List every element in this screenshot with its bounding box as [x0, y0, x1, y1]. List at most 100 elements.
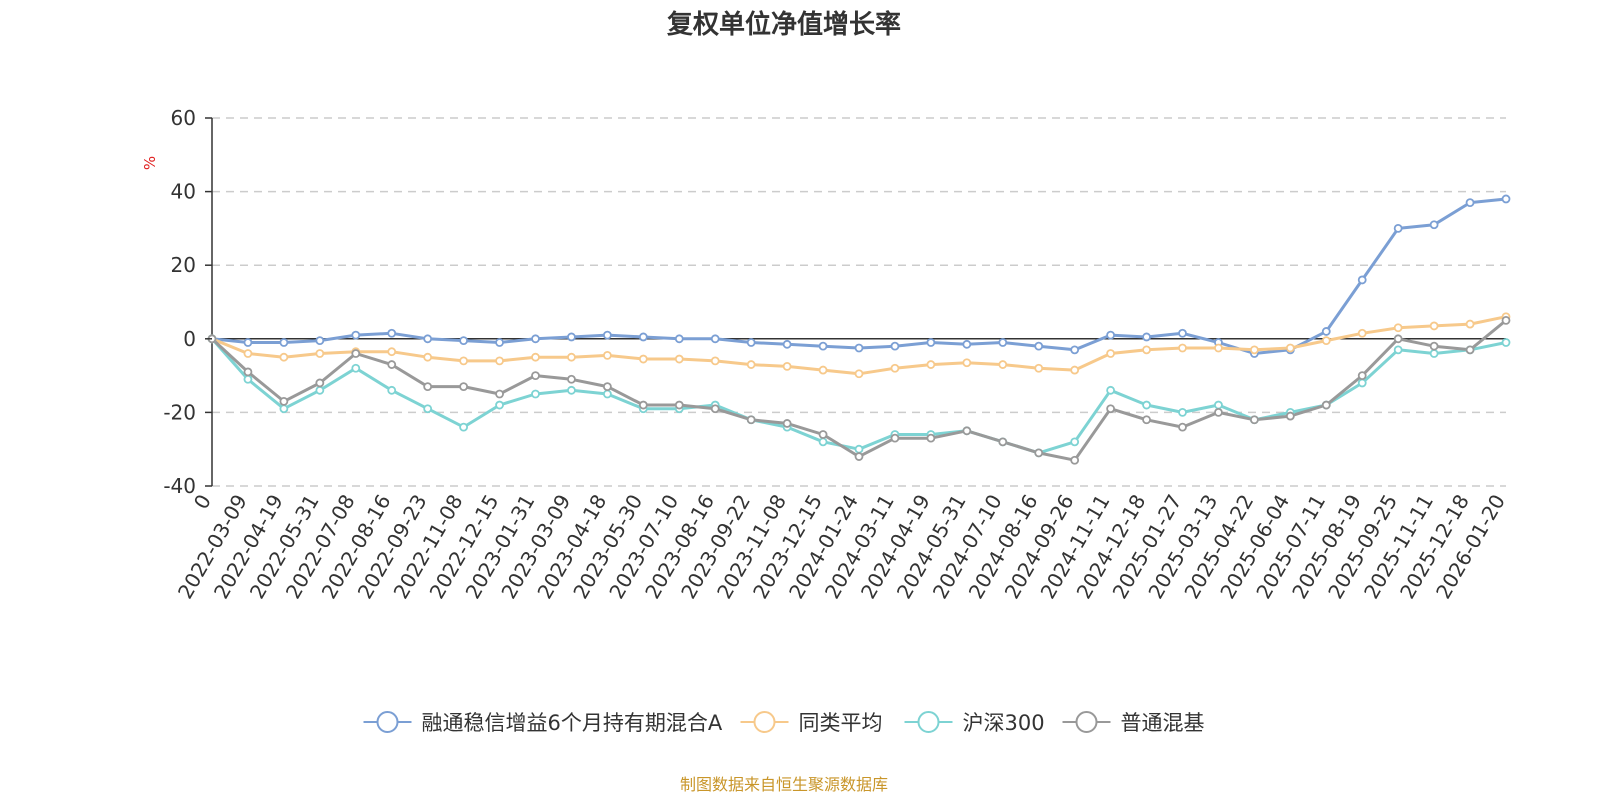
data-point: [1321, 336, 1331, 346]
data-point: [638, 400, 648, 410]
data-point: [1393, 345, 1403, 355]
series-lines: [207, 194, 1511, 465]
data-point: [1393, 323, 1403, 333]
data-point: [746, 338, 756, 347]
data-point: [674, 354, 684, 364]
legend-marker: [376, 711, 399, 733]
data-point: [531, 352, 540, 362]
data-point: [1214, 407, 1223, 417]
data-point: [1142, 332, 1151, 342]
data-point: [1142, 345, 1151, 355]
legend-item-2[interactable]: 沪深300: [904, 711, 1045, 735]
data-point: [351, 349, 361, 358]
data-point: [1429, 349, 1439, 358]
data-point: [746, 360, 756, 369]
data-source-note: 制图数据来自恒生聚源数据库: [680, 775, 888, 794]
data-point: [315, 336, 325, 346]
data-point: [495, 338, 504, 347]
series-line-2: [210, 337, 1507, 455]
data-point: [782, 339, 792, 349]
data-point: [1465, 319, 1475, 329]
data-point: [351, 363, 361, 373]
data-point: [315, 349, 325, 358]
data-point: [459, 356, 469, 366]
y-tick-label: -20: [163, 400, 196, 424]
data-point: [1357, 328, 1367, 338]
data-point: [1465, 345, 1475, 355]
y-tick-label: 40: [171, 180, 196, 204]
data-point: [567, 332, 576, 342]
data-point: [387, 385, 397, 395]
data-point: [423, 382, 433, 392]
data-point: [890, 363, 900, 373]
data-point: [1501, 338, 1511, 347]
legend-item-0[interactable]: 融通稳信增益6个月持有期混合A: [363, 711, 723, 735]
data-point: [710, 356, 720, 366]
data-point: [602, 389, 612, 399]
data-point: [998, 338, 1008, 347]
data-point: [495, 400, 504, 410]
data-point: [459, 336, 469, 346]
y-tick-label: 20: [171, 253, 196, 277]
data-point: [1249, 415, 1259, 425]
legend-marker: [753, 711, 776, 733]
data-point: [854, 444, 864, 454]
data-point: [1285, 411, 1295, 421]
legend-marker: [917, 711, 940, 733]
data-point: [674, 400, 684, 410]
data-point: [638, 354, 648, 364]
data-point: [423, 334, 433, 344]
data-point: [710, 404, 720, 414]
data-point: [1249, 345, 1259, 355]
data-point: [998, 437, 1008, 447]
data-point: [1357, 371, 1367, 381]
legend-item-1[interactable]: 同类平均: [740, 711, 883, 735]
data-point: [926, 338, 936, 347]
data-point: [1357, 378, 1367, 388]
data-point: [243, 374, 253, 384]
data-point: [1214, 343, 1223, 353]
data-point: [1106, 330, 1116, 340]
data-point: [962, 339, 972, 349]
data-point: [926, 433, 936, 443]
data-point: [1178, 343, 1187, 353]
data-point: [279, 404, 289, 414]
data-point: [1465, 198, 1475, 208]
legend-marker: [1075, 711, 1098, 733]
data-point: [854, 452, 864, 461]
legend-label: 同类平均: [799, 711, 883, 735]
data-point: [243, 338, 253, 347]
series-line-0: [211, 197, 1507, 355]
data-point: [351, 330, 361, 340]
data-point: [531, 389, 540, 399]
grid-lines: [212, 117, 1506, 487]
data-point: [818, 365, 828, 375]
axes: [211, 118, 1506, 486]
data-point: [1321, 327, 1331, 336]
legend-label: 融通稳信增益6个月持有期混合A: [422, 711, 723, 735]
legend-item-3[interactable]: 普通混基: [1062, 711, 1205, 735]
data-point: [746, 415, 756, 425]
data-point: [1429, 220, 1439, 230]
data-point: [1142, 400, 1151, 410]
data-point: [387, 360, 397, 369]
data-point: [1106, 349, 1116, 358]
data-point: [495, 356, 504, 366]
data-point: [567, 352, 576, 362]
data-point: [998, 360, 1008, 369]
data-point: [1034, 363, 1044, 373]
data-point: [1142, 415, 1151, 425]
data-point: [1034, 341, 1044, 351]
y-axis-unit: %: [141, 156, 159, 170]
data-point: [1501, 315, 1511, 325]
x-axis-ticks: 02022-03-092022-04-192022-05-312022-07-0…: [173, 490, 1510, 603]
data-point: [1070, 455, 1080, 465]
data-point: [1070, 345, 1080, 355]
data-point: [279, 352, 289, 362]
data-point: [602, 330, 612, 340]
data-point: [279, 396, 289, 406]
data-point: [1214, 400, 1223, 410]
data-point: [602, 382, 612, 392]
data-point: [818, 437, 828, 447]
